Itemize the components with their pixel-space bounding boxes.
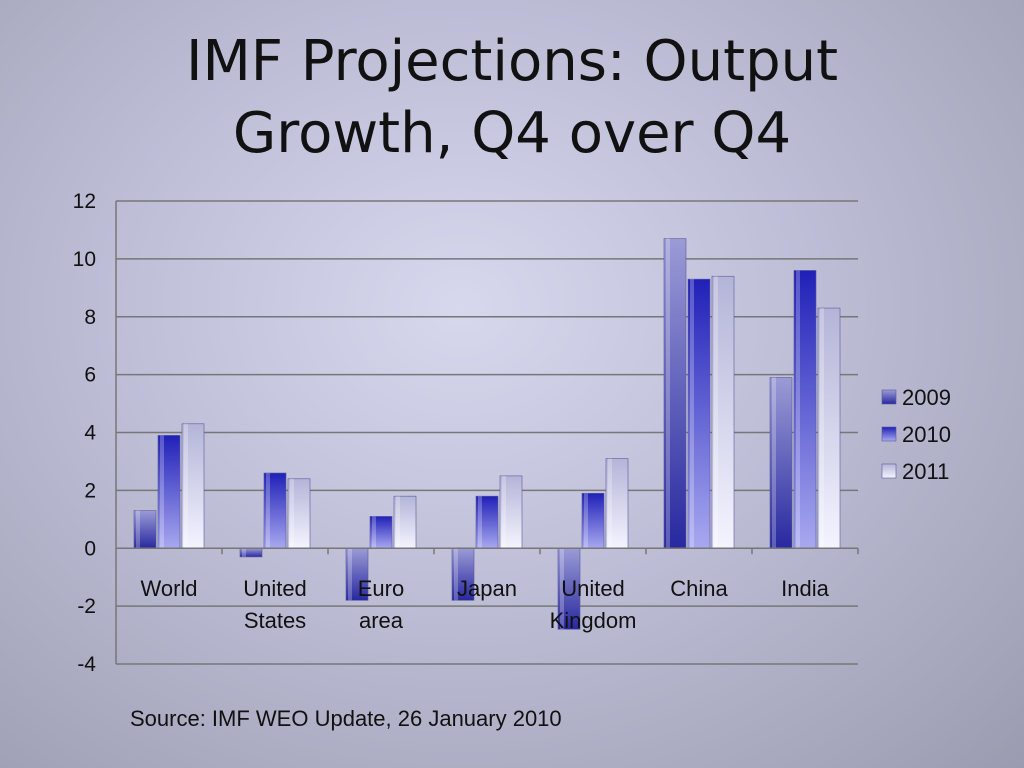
y-tick-label: 12 [73,190,96,213]
legend-label-2010: 2010 [902,422,951,447]
source-note: Source: IMF WEO Update, 26 January 2010 [130,706,562,731]
legend-swatch-2009 [881,389,897,405]
bar-highlight [666,238,670,549]
x-category-label: World [140,576,197,601]
y-tick-label: 8 [84,306,96,329]
bar-highlight [160,435,164,549]
bar-highlight [502,475,506,549]
slide-title-line-2: Growth, Q4 over Q4 [232,101,792,166]
bar-highlight [584,493,588,549]
bar-highlight [608,458,612,549]
bar-highlight [348,548,352,601]
x-category-label: India [781,576,829,601]
bar-highlight [714,276,718,549]
bar-highlight [266,473,270,549]
bar-highlight [796,270,800,549]
bar-highlight [396,496,400,549]
bar-highlight [242,548,246,557]
y-tick-label: 0 [84,537,96,560]
bar-highlight [772,377,776,549]
label-layer: -4 -2 0 2 4 6 8 10 12 World United States Euro area Ja… [73,190,830,676]
bar-highlight [184,423,188,549]
legend-label-2011: 2011 [902,459,949,484]
y-tick-label: -4 [77,653,96,676]
bar-highlight [136,510,140,549]
bar-highlight [690,279,694,549]
bar-highlight [372,516,376,549]
bar-highlight [560,548,564,630]
slide-title: IMF Projections: Output Growth, Q4 over … [0,26,1024,170]
y-tick-label: 6 [84,364,96,387]
x-category-label: China [670,576,728,601]
y-tick-label: 10 [73,248,96,271]
y-tick-label: 2 [84,479,96,502]
legend-label-2009: 2009 [902,385,951,410]
legend: 2009 2010 2011 [881,385,951,484]
bar-highlight [290,478,294,549]
bar-highlight [478,496,482,549]
slide-title-line-1: IMF Projections: Output [185,29,839,94]
x-category-label: Japan [457,576,517,601]
bar-highlight [820,308,824,549]
x-category-label: United Kingdom [550,576,637,633]
legend-swatch-2010 [881,426,897,442]
y-tick-label: 4 [84,422,96,445]
x-category-label: Euro area [358,576,404,633]
y-tick-label: -2 [77,595,96,618]
x-category-label: United States [243,576,307,633]
bar-layer [133,238,841,630]
axis-layer [115,201,859,664]
bar-highlight [454,548,458,601]
legend-swatch-2011 [881,463,897,479]
